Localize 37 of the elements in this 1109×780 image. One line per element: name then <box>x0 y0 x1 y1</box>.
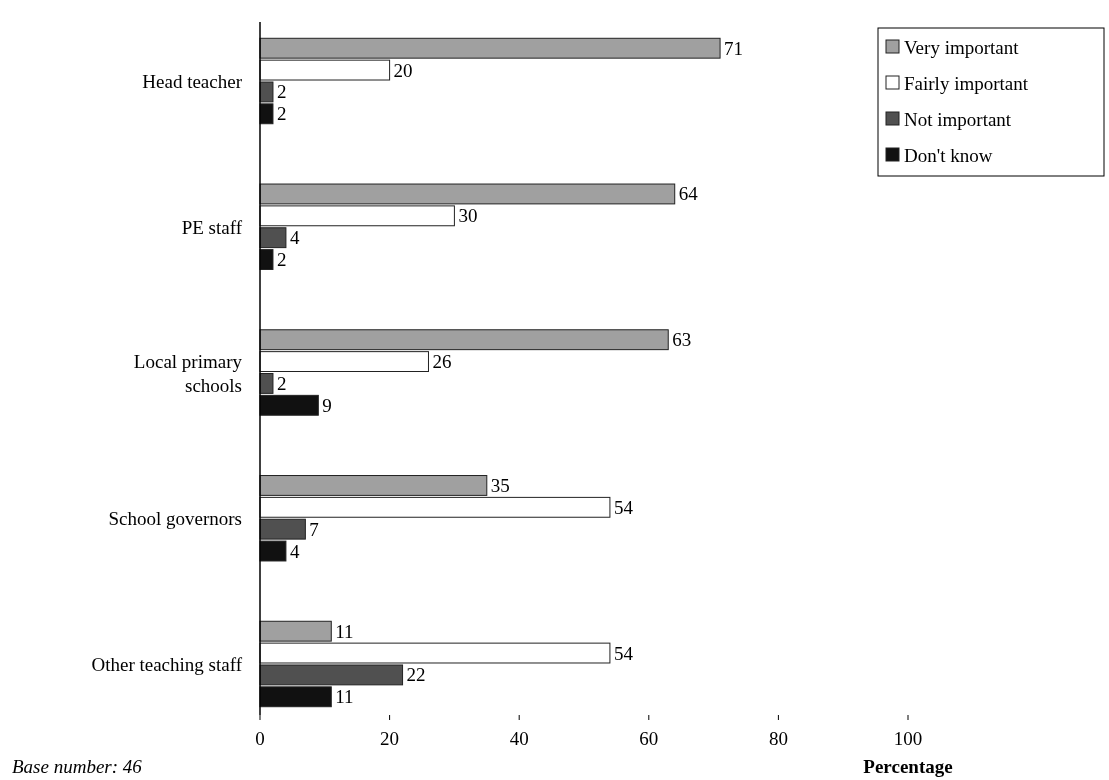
x-tick-label: 0 <box>255 728 265 749</box>
data-label: 20 <box>393 59 413 81</box>
x-axis-title: Percentage <box>863 756 953 777</box>
data-label: 4 <box>289 227 300 249</box>
x-tick-label: 60 <box>639 728 659 749</box>
data-label: 11 <box>335 686 354 708</box>
data-label: 11 <box>335 620 354 642</box>
legend-label: Fairly important <box>904 72 1029 94</box>
x-tick-label: 80 <box>768 728 788 749</box>
data-label: 9 <box>322 394 332 416</box>
data-label: 30 <box>458 205 478 227</box>
x-tick-label: 100 <box>893 728 923 749</box>
data-label: 35 <box>490 474 510 496</box>
text: Base number: 46 <box>12 756 143 777</box>
data-label: 63 <box>672 329 692 351</box>
data-label: 64 <box>678 183 699 205</box>
data-label: 4 <box>289 540 300 562</box>
x-tick-label: 20 <box>380 728 400 749</box>
data-label: 2 <box>276 372 287 394</box>
x-tick-label: 40 <box>509 728 529 749</box>
y-tick-label: Other teaching staff <box>91 653 243 675</box>
legend-label: Not important <box>904 108 1012 130</box>
data-label: 26 <box>432 351 452 373</box>
legend-label: Don't know <box>904 144 993 166</box>
data-label: 7 <box>309 518 319 540</box>
data-label: 71 <box>724 37 744 59</box>
y-tick-label: School governors <box>108 507 242 529</box>
legend-label: Very important <box>904 36 1020 58</box>
data-label: 54 <box>613 496 634 518</box>
data-label: 2 <box>276 249 287 271</box>
data-label: 54 <box>613 642 634 664</box>
y-tick-label: PE staff <box>181 216 243 238</box>
y-tick-label: Local primary schools <box>133 350 243 395</box>
data-label: 22 <box>406 664 426 686</box>
y-tick-label: Head teacher <box>142 70 243 92</box>
data-label: 2 <box>276 103 287 125</box>
data-label: 2 <box>276 81 287 103</box>
